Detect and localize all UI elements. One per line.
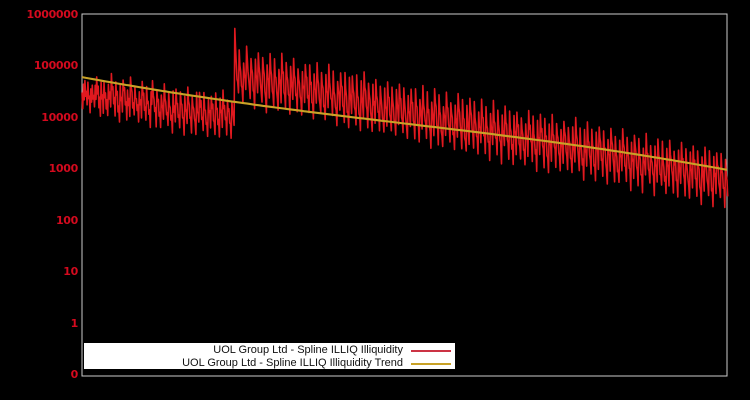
legend-swatch-trend — [411, 357, 451, 370]
legend-label-illiquidity: UOL Group Ltd - Spline ILLIQ Illiquidity — [213, 344, 403, 356]
legend-item-trend[interactable]: UOL Group Ltd - Spline ILLIQ Illiquidity… — [85, 357, 454, 370]
legend-item-illiquidity[interactable]: UOL Group Ltd - Spline ILLIQ Illiquidity — [85, 344, 454, 357]
y-axis-tick-1000: 1000 — [48, 162, 79, 176]
y-axis-tick-1: 1 — [70, 316, 79, 330]
data-series-group — [81, 27, 729, 209]
series-line-illiquidity — [81, 27, 729, 209]
y-axis-tick-100: 100 — [55, 213, 78, 227]
legend-swatch-illiquidity — [411, 344, 451, 357]
y-axis-tick-100000: 100000 — [33, 59, 78, 73]
y-axis-tick-0: 0 — [70, 368, 79, 381]
legend-label-trend: UOL Group Ltd - Spline ILLIQ Illiquidity… — [182, 357, 403, 369]
series-line-trend — [81, 76, 728, 171]
y-axis-tick-10: 10 — [63, 265, 78, 279]
y-axis-tick-1000000: 1000000 — [26, 8, 79, 21]
y-axis-tick-10000: 10000 — [41, 110, 78, 124]
chart-legend[interactable]: UOL Group Ltd - Spline ILLIQ Illiquidity… — [84, 343, 455, 369]
